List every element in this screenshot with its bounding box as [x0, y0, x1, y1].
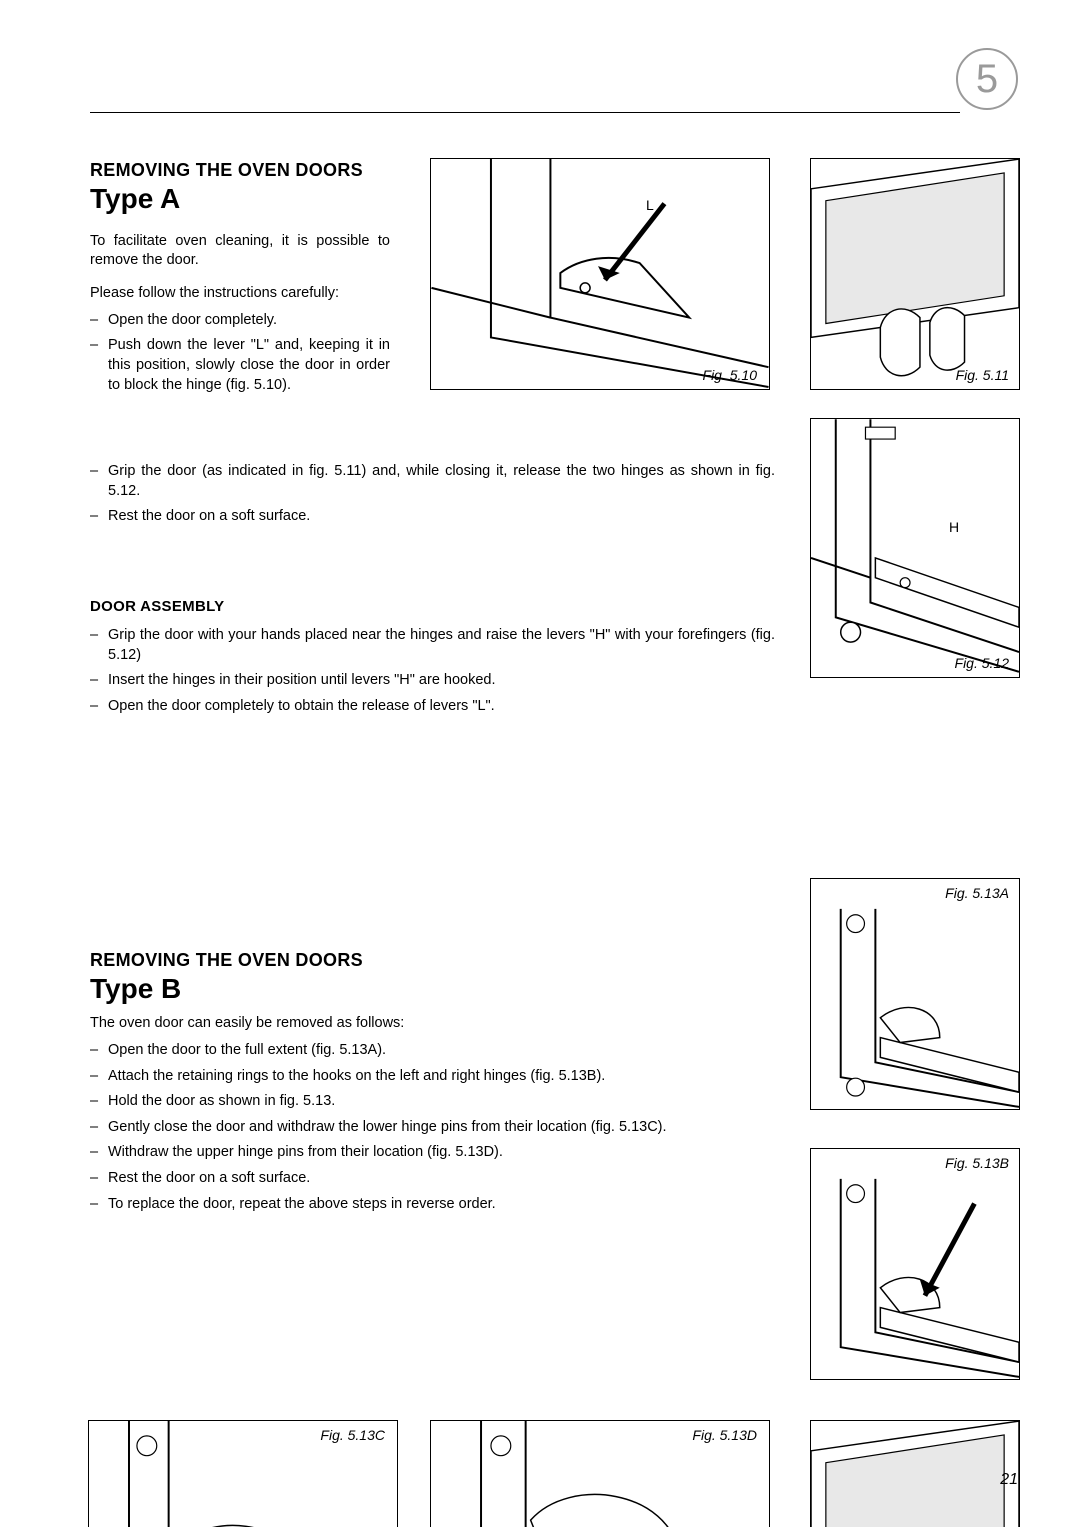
page-number: 21: [1000, 1471, 1018, 1489]
page-clip: Fig. 5.13C Fig. 5.13D Fig. 5.13: [0, 0, 1080, 1527]
figure-5-13d: Fig. 5.13D: [430, 1420, 770, 1527]
figure-label: Fig. 5.13D: [692, 1427, 757, 1443]
figure-5-13c: Fig. 5.13C: [88, 1420, 398, 1527]
figure-5-13: Fig. 5.13: [810, 1420, 1020, 1527]
diagram-illustration: [811, 1421, 1019, 1527]
figure-label: Fig. 5.13C: [320, 1427, 385, 1443]
